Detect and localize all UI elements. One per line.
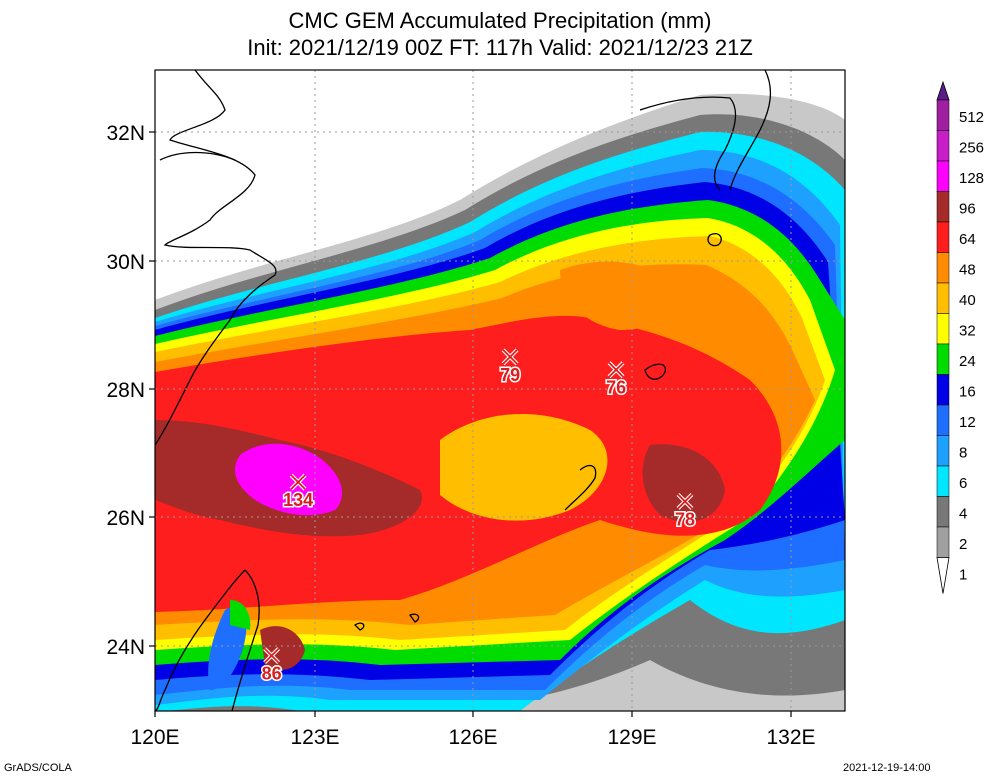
colorbar-swatch xyxy=(936,496,950,528)
colorbar-label: 2 xyxy=(959,536,967,553)
lon-label-126e: 126E xyxy=(448,726,497,749)
colorbar-swatch xyxy=(936,526,950,558)
colorbar-label: 32 xyxy=(959,323,976,340)
colorbar-swatch xyxy=(936,404,950,436)
colorbar-swatch xyxy=(936,374,950,406)
colorbar-label: 12 xyxy=(959,414,976,431)
colorbar-top-arrow xyxy=(936,80,950,101)
colorbar-label: 256 xyxy=(959,140,984,157)
max-marker: 76 xyxy=(605,361,628,399)
lat-label-24n: 24N xyxy=(106,636,145,659)
max-value-label: 79 xyxy=(500,365,520,385)
max-marker: 78 xyxy=(673,493,697,531)
max-marker: 86 xyxy=(260,647,283,685)
colorbar-swatch xyxy=(936,343,950,375)
colorbar-label: 24 xyxy=(959,353,976,370)
colorbar-swatch xyxy=(936,191,950,223)
max-marker: 79 xyxy=(499,348,522,386)
footer-credit: GrADS/COLA xyxy=(4,762,72,774)
colorbar-swatch xyxy=(936,221,950,253)
lon-label-120e: 120E xyxy=(130,726,179,749)
lon-label-123e: 123E xyxy=(290,726,339,749)
colorbar-label: 96 xyxy=(959,201,976,218)
colorbar-label: 16 xyxy=(959,384,976,401)
colorbar-bottom-arrow xyxy=(936,557,950,594)
colorbar-swatch xyxy=(936,160,950,192)
colorbar-swatch xyxy=(936,465,950,497)
colorbar-label: 1 xyxy=(959,567,967,584)
max-value-label: 76 xyxy=(606,378,626,398)
precipitation-field xyxy=(155,70,845,711)
graticule xyxy=(155,70,845,711)
map-title: CMC GEM Accumulated Precipitation (mm) xyxy=(288,8,712,33)
colorbar-label: 128 xyxy=(959,170,984,187)
colorbar-swatch xyxy=(936,130,950,162)
colorbar-swatch xyxy=(936,313,950,345)
coastlines xyxy=(155,70,772,711)
colorbar-swatch xyxy=(936,252,950,284)
lat-label-28n: 28N xyxy=(106,379,145,402)
colorbar-label: 48 xyxy=(959,262,976,279)
maxima-markers: 134 79 76 78 86 xyxy=(260,348,697,685)
colorbar-label: 40 xyxy=(959,292,976,309)
colorbar-swatch xyxy=(936,435,950,467)
tick-marks xyxy=(149,131,792,717)
lon-label-129e: 129E xyxy=(607,726,656,749)
colorbar-label: 8 xyxy=(959,445,967,462)
map-frame xyxy=(154,69,846,712)
max-marker: 134 xyxy=(282,473,315,512)
max-value-label: 86 xyxy=(262,664,282,684)
lat-label-26n: 26N xyxy=(106,507,145,530)
colorbar-swatch xyxy=(936,99,950,131)
colorbar-label: 6 xyxy=(959,475,967,492)
footer-timestamp: 2021-12-19-14:00 xyxy=(843,762,931,774)
map-subtitle: Init: 2021/12/19 00Z FT: 117h Valid: 202… xyxy=(247,35,753,60)
max-value-label: 78 xyxy=(675,509,695,529)
colorbar-swatch xyxy=(936,282,950,314)
lat-label-32n: 32N xyxy=(106,122,145,145)
lat-label-30n: 30N xyxy=(106,251,145,274)
colorbar-label: 512 xyxy=(959,109,984,126)
max-value-label: 134 xyxy=(283,490,313,510)
colorbar-label: 4 xyxy=(959,506,967,523)
colorbar-label: 64 xyxy=(959,231,976,248)
lon-label-132e: 132E xyxy=(766,726,815,749)
